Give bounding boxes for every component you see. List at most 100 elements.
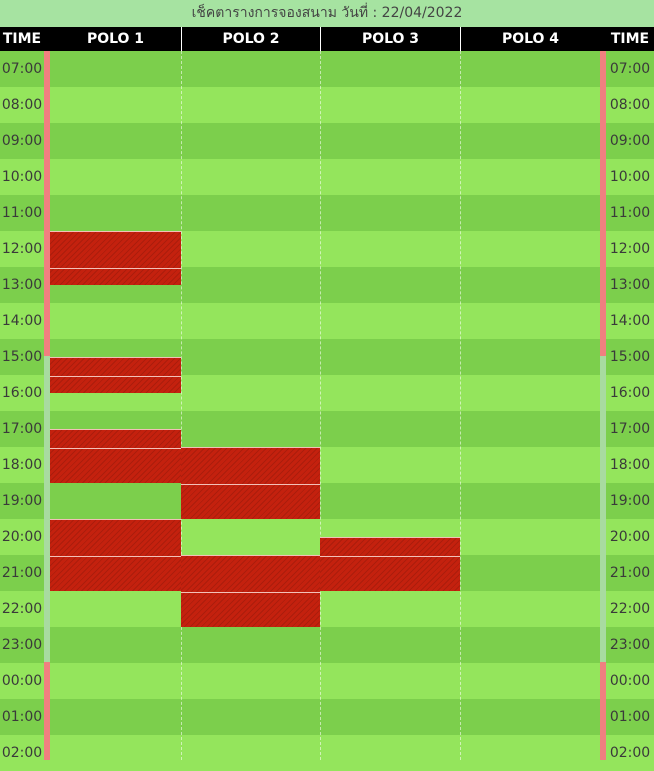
court-slot-cell[interactable]	[460, 231, 600, 267]
court-slot-cell[interactable]	[50, 159, 181, 195]
court-slot-cell[interactable]	[320, 87, 460, 123]
court-slot-cell[interactable]	[50, 123, 181, 159]
court-slot-cell[interactable]	[50, 627, 181, 663]
court-slot-cell[interactable]	[460, 411, 600, 447]
booking-block[interactable]	[181, 555, 320, 627]
time-label-right: 18:00	[609, 457, 651, 473]
booking-hour-separator	[50, 556, 181, 557]
time-label-right: 20:00	[609, 529, 651, 545]
time-label-right: 17:00	[609, 421, 651, 437]
status-strip-left-free	[44, 356, 50, 662]
court-slot-cell[interactable]	[320, 699, 460, 735]
court-slot-cell[interactable]	[460, 735, 600, 771]
court-slot-cell[interactable]	[320, 303, 460, 339]
court-slot-cell[interactable]	[460, 447, 600, 483]
time-label-left: 22:00	[1, 601, 43, 617]
header-court-polo-3[interactable]: POLO 3	[320, 27, 460, 51]
time-row: 00:00 00:00	[0, 663, 654, 699]
court-slot-cell[interactable]	[460, 663, 600, 699]
court-slot-cell[interactable]	[50, 483, 181, 519]
time-row: 09:00 09:00	[0, 123, 654, 159]
time-label-right: 09:00	[609, 133, 651, 149]
court-slot-cell[interactable]	[460, 159, 600, 195]
court-slot-cell[interactable]	[320, 231, 460, 267]
court-slot-cell[interactable]	[320, 195, 460, 231]
court-slot-cell[interactable]	[460, 375, 600, 411]
time-label-left: 07:00	[1, 61, 43, 77]
court-slot-cell[interactable]	[50, 735, 181, 771]
header-court-polo-2[interactable]: POLO 2	[181, 27, 320, 51]
court-slot-cell[interactable]	[460, 51, 600, 87]
court-slot-cell[interactable]	[460, 483, 600, 519]
court-slot-cell[interactable]	[460, 591, 600, 627]
court-slot-cell[interactable]	[460, 87, 600, 123]
court-slot-cell[interactable]	[181, 375, 320, 411]
court-slot-cell[interactable]	[320, 663, 460, 699]
time-row: 23:00 23:00	[0, 627, 654, 663]
court-slot-cell[interactable]	[320, 375, 460, 411]
court-slot-cell[interactable]	[320, 735, 460, 771]
court-slot-cell[interactable]	[181, 159, 320, 195]
court-slot-cell[interactable]	[181, 267, 320, 303]
time-row: 02:00 02:00	[0, 735, 654, 771]
court-slot-cell[interactable]	[460, 519, 600, 555]
court-slot-cell[interactable]	[320, 483, 460, 519]
court-slot-cell[interactable]	[50, 51, 181, 87]
court-slot-cell[interactable]	[181, 519, 320, 555]
booking-block[interactable]	[50, 231, 181, 285]
court-slot-cell[interactable]	[320, 267, 460, 303]
time-label-left: 11:00	[1, 205, 43, 221]
booking-block[interactable]	[320, 537, 460, 591]
header-court-polo-1[interactable]: POLO 1	[86, 31, 145, 47]
court-slot-cell[interactable]	[181, 699, 320, 735]
court-slot-cell[interactable]	[320, 447, 460, 483]
header-court-polo-4[interactable]: POLO 4	[460, 27, 600, 51]
booking-hour-separator	[181, 592, 320, 593]
court-slot-cell[interactable]	[50, 663, 181, 699]
court-slot-cell[interactable]	[181, 303, 320, 339]
booking-block[interactable]	[50, 519, 181, 591]
court-slot-cell[interactable]	[320, 411, 460, 447]
court-slot-cell[interactable]	[50, 591, 181, 627]
court-slot-cell[interactable]	[320, 339, 460, 375]
court-slot-cell[interactable]	[181, 195, 320, 231]
status-strip-right-busy-late	[600, 662, 606, 760]
court-slot-cell[interactable]	[460, 339, 600, 375]
court-slot-cell[interactable]	[181, 51, 320, 87]
time-label-left: 16:00	[1, 385, 43, 401]
court-slot-cell[interactable]	[460, 123, 600, 159]
time-label-left: 01:00	[1, 709, 43, 725]
time-row: 14:00 14:00	[0, 303, 654, 339]
court-slot-cell[interactable]	[460, 267, 600, 303]
header-time-left: TIME	[2, 31, 42, 47]
court-slot-cell[interactable]	[181, 627, 320, 663]
court-slot-cell[interactable]	[181, 123, 320, 159]
court-slot-cell[interactable]	[181, 339, 320, 375]
court-slot-cell[interactable]	[460, 699, 600, 735]
court-slot-cell[interactable]	[320, 591, 460, 627]
court-slot-cell[interactable]	[50, 303, 181, 339]
booking-block[interactable]	[50, 429, 181, 483]
court-slot-cell[interactable]	[181, 87, 320, 123]
court-slot-cell[interactable]	[50, 87, 181, 123]
court-slot-cell[interactable]	[181, 735, 320, 771]
court-slot-cell[interactable]	[320, 123, 460, 159]
booking-block[interactable]	[50, 357, 181, 393]
court-slot-cell[interactable]	[320, 627, 460, 663]
time-label-right: 08:00	[609, 97, 651, 113]
booking-block[interactable]	[181, 447, 320, 519]
court-slot-cell[interactable]	[320, 159, 460, 195]
time-row: 10:00 10:00	[0, 159, 654, 195]
court-slot-cell[interactable]	[460, 303, 600, 339]
booking-hour-separator	[50, 376, 181, 377]
court-slot-cell[interactable]	[50, 699, 181, 735]
court-slot-cell[interactable]	[460, 195, 600, 231]
court-slot-cell[interactable]	[181, 231, 320, 267]
court-slot-cell[interactable]	[181, 663, 320, 699]
court-slot-cell[interactable]	[460, 627, 600, 663]
court-slot-cell[interactable]	[460, 555, 600, 591]
time-row: 19:00 19:00	[0, 483, 654, 519]
court-slot-cell[interactable]	[181, 411, 320, 447]
court-slot-cell[interactable]	[320, 51, 460, 87]
court-slot-cell[interactable]	[50, 195, 181, 231]
